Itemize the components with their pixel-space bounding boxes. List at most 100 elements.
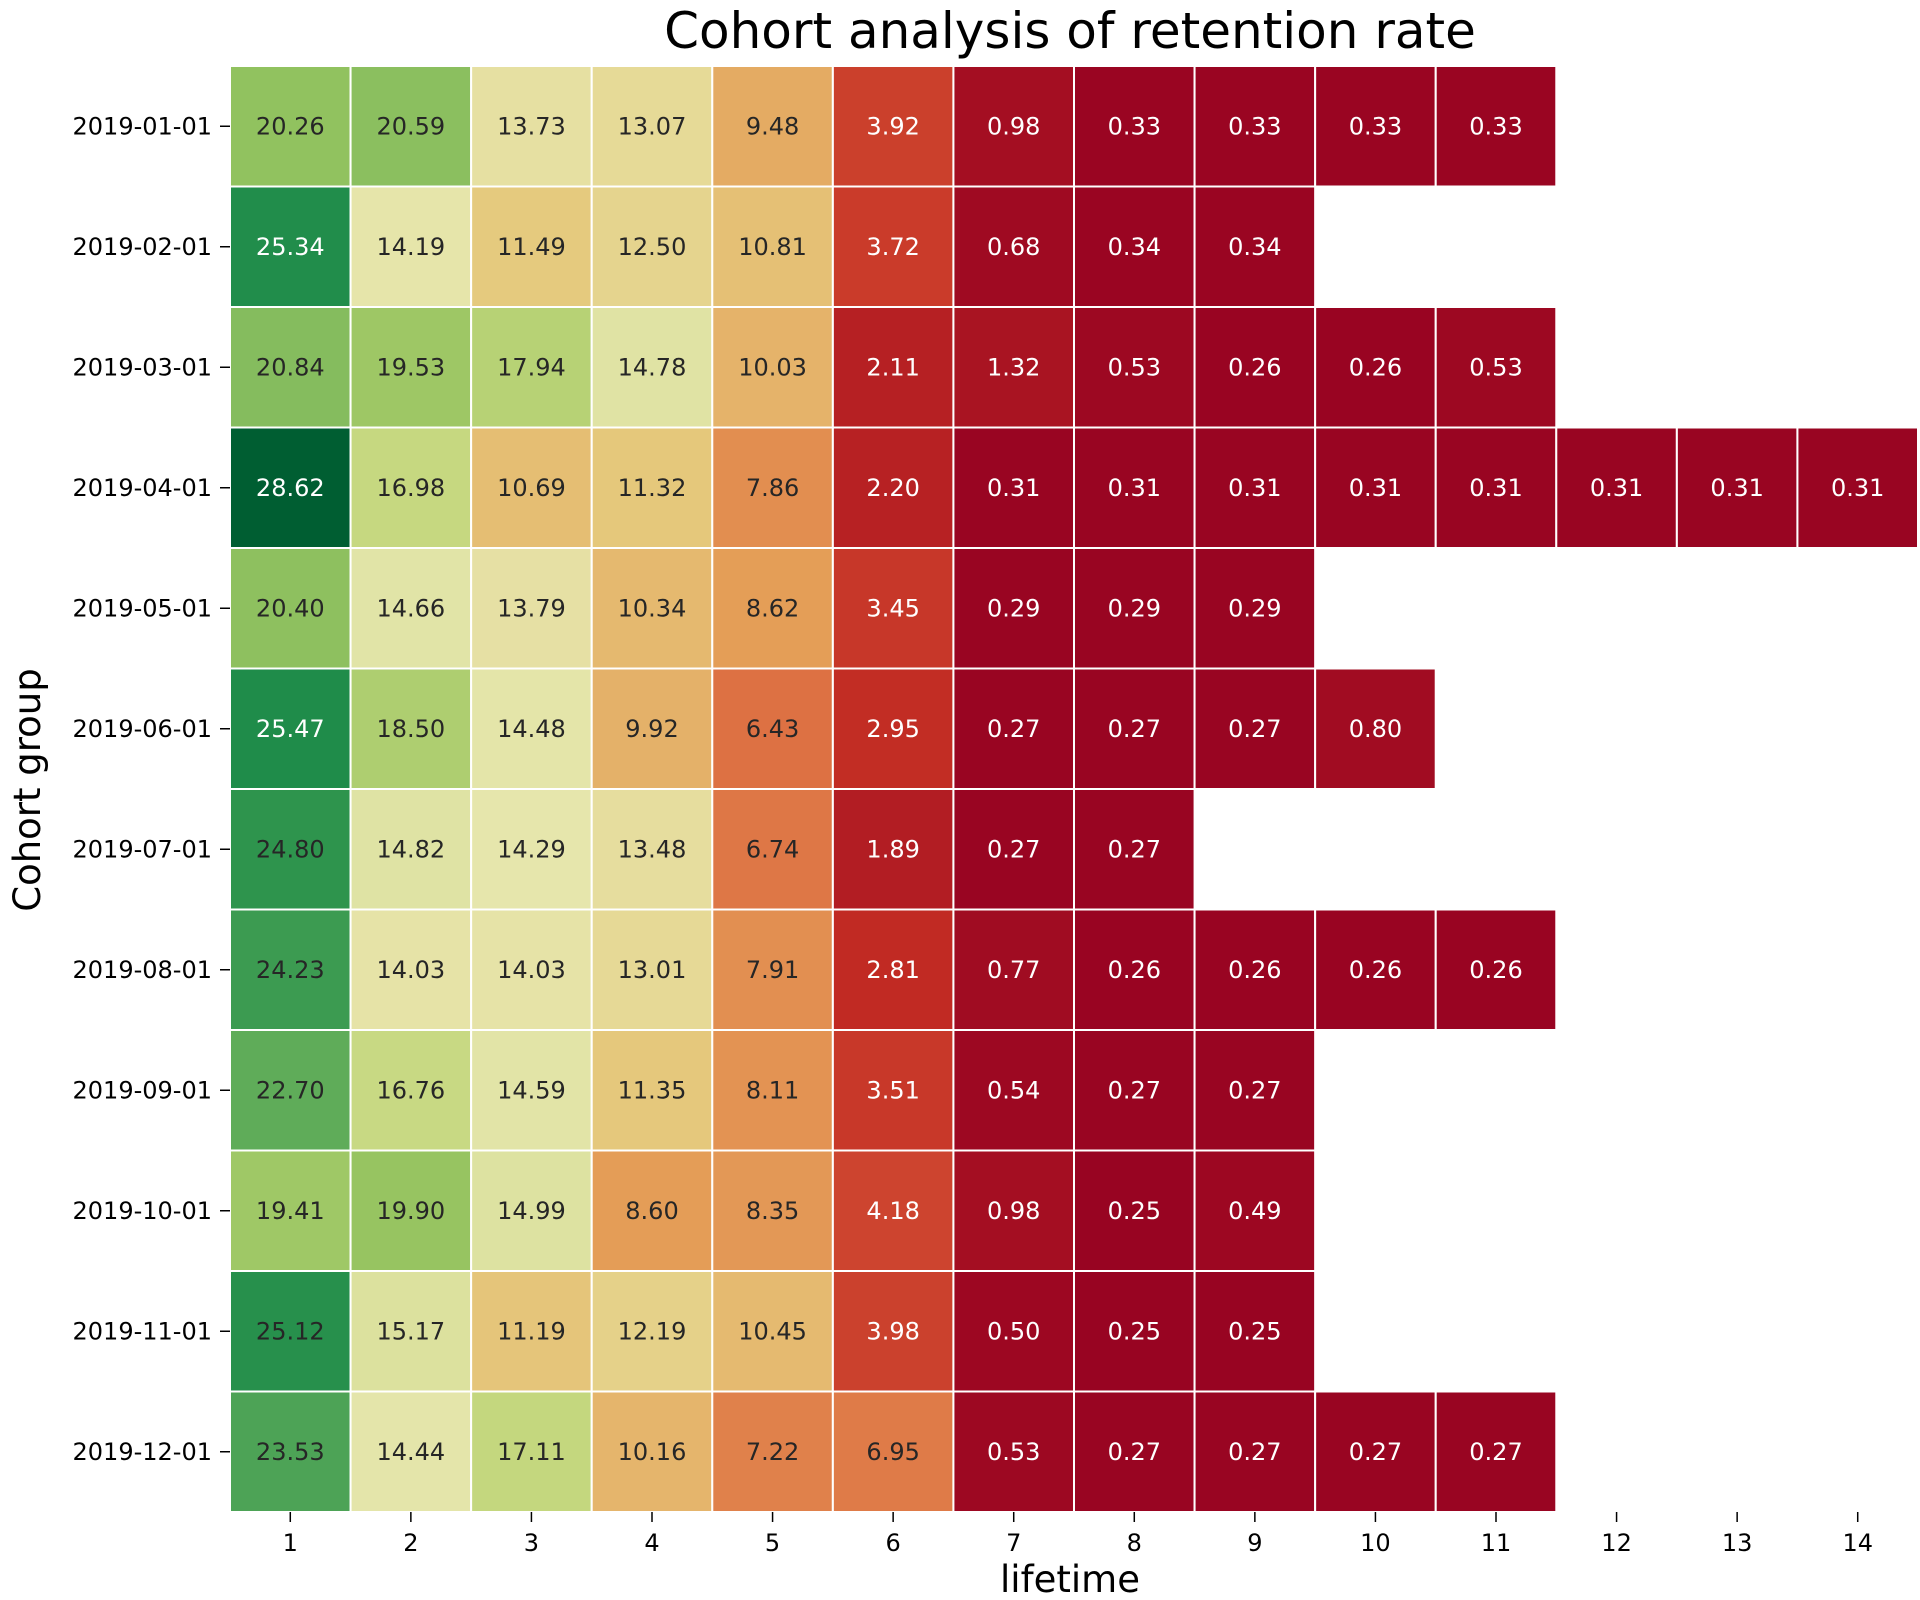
cell-value-label: 13.73 bbox=[497, 112, 566, 140]
heatmap-cell bbox=[470, 788, 593, 911]
cell-value-label: 17.11 bbox=[497, 1438, 566, 1466]
cell-value-label: 14.19 bbox=[376, 233, 445, 261]
heatmap-cell bbox=[590, 1029, 714, 1152]
cell-value-label: 0.27 bbox=[1228, 1076, 1281, 1104]
x-tick-label: 4 bbox=[644, 1529, 659, 1557]
heatmap-cell bbox=[1073, 426, 1196, 549]
heatmap-cell bbox=[1796, 426, 1920, 549]
cell-value-label: 11.32 bbox=[618, 474, 687, 502]
y-tick-label: 2019-12-01 bbox=[73, 1438, 212, 1466]
cell-value-label: 19.90 bbox=[376, 1197, 445, 1225]
cell-value-label: 23.53 bbox=[256, 1438, 325, 1466]
cell-value-label: 0.54 bbox=[987, 1076, 1040, 1104]
cell-value-label: 9.92 bbox=[625, 715, 678, 743]
heatmap-cell bbox=[711, 1390, 834, 1513]
heatmap-cell bbox=[1193, 306, 1317, 429]
heatmap-cell bbox=[1314, 908, 1437, 1031]
heatmap-cell bbox=[952, 185, 1076, 308]
cell-value-label: 14.48 bbox=[497, 715, 566, 743]
cell-value-label: 1.89 bbox=[866, 835, 919, 863]
heatmap-cell bbox=[1555, 426, 1678, 549]
cell-value-label: 13.07 bbox=[618, 112, 687, 140]
cell-value-label: 14.78 bbox=[618, 353, 687, 381]
heatmap-cell bbox=[1314, 65, 1437, 188]
heatmap-cell bbox=[952, 1270, 1076, 1393]
heatmap-cell bbox=[1193, 1390, 1317, 1513]
heatmap-cell bbox=[229, 1270, 352, 1393]
heatmap-cell bbox=[349, 1029, 473, 1152]
heatmap-cell bbox=[711, 1029, 834, 1152]
heatmap-cell bbox=[1073, 1149, 1196, 1272]
heatmap-cell bbox=[349, 1270, 473, 1393]
heatmap-cell bbox=[831, 788, 955, 911]
cell-value-label: 0.29 bbox=[1228, 594, 1281, 622]
cell-value-label: 20.40 bbox=[256, 594, 325, 622]
cell-value-label: 14.03 bbox=[497, 956, 566, 984]
x-tick-label: 14 bbox=[1842, 1529, 1873, 1557]
heatmap-cell bbox=[831, 908, 955, 1031]
heatmap-cell bbox=[831, 547, 955, 670]
heatmap-cell bbox=[470, 1390, 593, 1513]
cell-value-label: 13.48 bbox=[618, 835, 687, 863]
heatmap-cell bbox=[349, 1149, 473, 1272]
cell-value-label: 9.48 bbox=[746, 112, 799, 140]
cell-value-label: 18.50 bbox=[376, 715, 445, 743]
cell-value-label: 8.35 bbox=[746, 1197, 799, 1225]
cell-value-label: 14.66 bbox=[376, 594, 445, 622]
heatmap-cell bbox=[952, 908, 1076, 1031]
y-tick-labels: 2019-01-01 2019-02-01 2019-03-01 2019-04-01… bbox=[73, 112, 230, 1466]
heatmap-cell bbox=[831, 65, 955, 188]
heatmap-cell bbox=[1073, 1029, 1196, 1152]
cell-value-label: 10.81 bbox=[738, 233, 807, 261]
heatmap-cell bbox=[1314, 667, 1437, 790]
cell-value-label: 11.49 bbox=[497, 233, 566, 261]
heatmap-cell bbox=[349, 306, 473, 429]
cell-value-label: 3.98 bbox=[866, 1317, 919, 1345]
y-tick-label: 2019-11-01 bbox=[73, 1317, 212, 1345]
cell-value-label: 2.95 bbox=[866, 715, 919, 743]
heatmap-cell bbox=[711, 667, 834, 790]
heatmap-cell bbox=[1193, 547, 1317, 670]
heatmap-cell bbox=[1434, 306, 1558, 429]
heatmap-cell bbox=[349, 547, 473, 670]
cell-value-label: 0.31 bbox=[1108, 474, 1161, 502]
cell-value-label: 4.18 bbox=[866, 1197, 919, 1225]
heatmap-cell bbox=[831, 1270, 955, 1393]
cell-value-label: 10.03 bbox=[738, 353, 807, 381]
cell-value-label: 20.59 bbox=[376, 112, 445, 140]
cell-value-label: 0.27 bbox=[1108, 835, 1161, 863]
y-tick-label: 2019-07-01 bbox=[73, 835, 212, 863]
cell-value-label: 0.26 bbox=[1349, 353, 1402, 381]
cell-value-label: 2.11 bbox=[866, 353, 919, 381]
cell-value-label: 0.27 bbox=[1228, 715, 1281, 743]
heatmap-cell bbox=[711, 426, 834, 549]
heatmap-cell bbox=[1434, 908, 1558, 1031]
chart-title: Cohort analysis of retention rate bbox=[664, 2, 1476, 60]
heatmap-cell bbox=[1073, 547, 1196, 670]
cell-value-label: 6.74 bbox=[746, 835, 799, 863]
cell-value-label: 7.91 bbox=[746, 956, 799, 984]
cell-value-label: 25.12 bbox=[256, 1317, 325, 1345]
heatmap-cell bbox=[590, 1149, 714, 1272]
cell-value-label: 25.47 bbox=[256, 715, 325, 743]
cell-value-label: 0.26 bbox=[1469, 956, 1522, 984]
cell-value-label: 19.41 bbox=[256, 1197, 325, 1225]
heatmap-cell bbox=[711, 185, 834, 308]
x-tick-label: 6 bbox=[886, 1529, 901, 1557]
cell-value-label: 22.70 bbox=[256, 1076, 325, 1104]
cell-value-label: 15.17 bbox=[376, 1317, 445, 1345]
heatmap-cells: 20.26 20.59 13.73 13.07 9.48 3.92 0.98 0.33 0.33… bbox=[229, 65, 1920, 1513]
cell-value-label: 8.60 bbox=[625, 1197, 678, 1225]
heatmap-cell bbox=[711, 788, 834, 911]
heatmap-cell bbox=[349, 908, 473, 1031]
cell-value-label: 10.69 bbox=[497, 474, 566, 502]
heatmap-cell bbox=[229, 667, 352, 790]
heatmap-cell bbox=[952, 1149, 1076, 1272]
cell-value-label: 25.34 bbox=[256, 233, 325, 261]
heatmap-cell bbox=[349, 788, 473, 911]
y-tick-label: 2019-09-01 bbox=[73, 1076, 212, 1104]
heatmap-cell bbox=[831, 185, 955, 308]
cell-value-label: 20.26 bbox=[256, 112, 325, 140]
y-tick-label: 2019-02-01 bbox=[73, 233, 212, 261]
y-axis-label: Cohort group bbox=[6, 668, 49, 912]
